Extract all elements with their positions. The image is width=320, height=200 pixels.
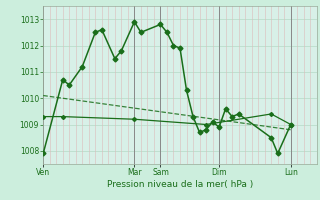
X-axis label: Pression niveau de la mer( hPa ): Pression niveau de la mer( hPa ): [107, 180, 253, 189]
